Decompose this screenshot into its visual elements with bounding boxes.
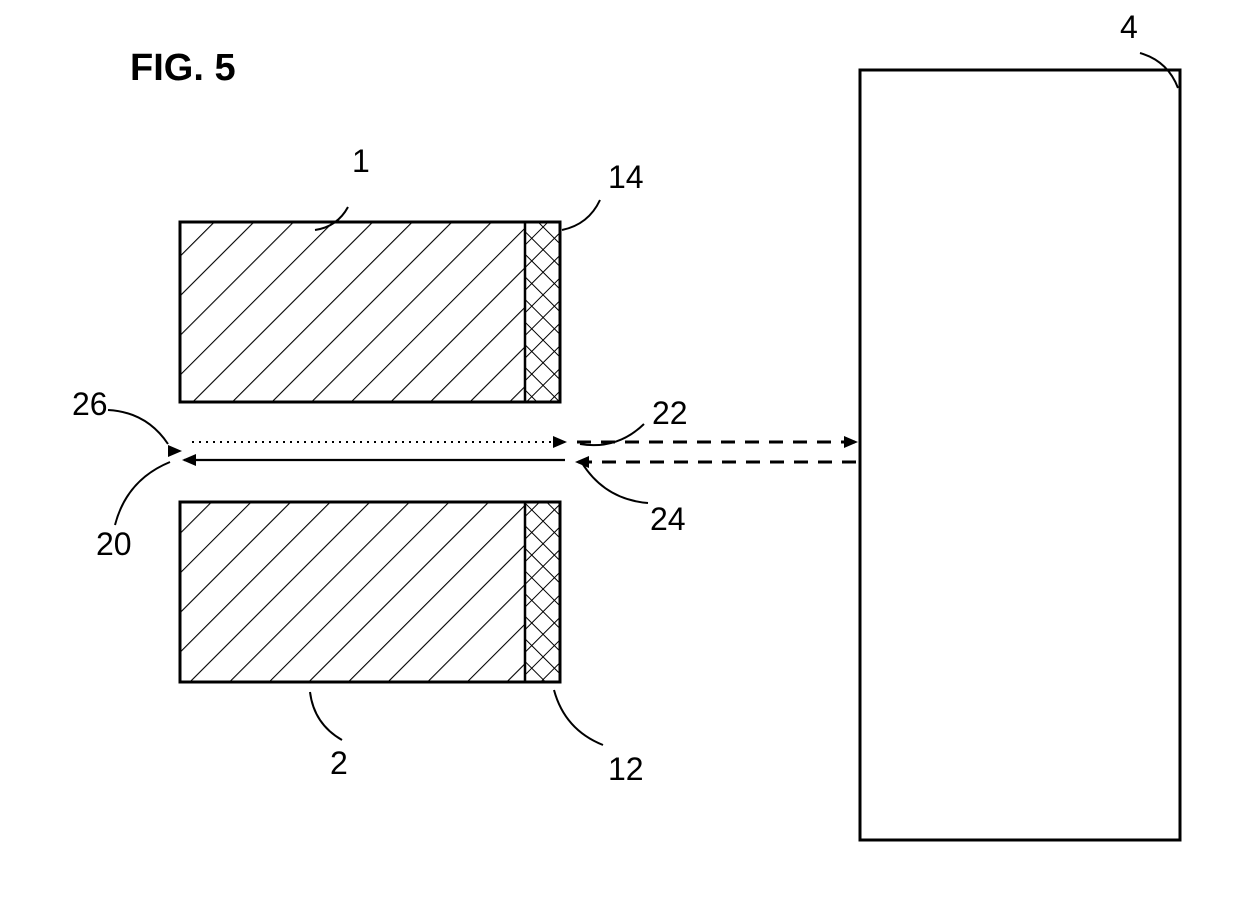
gap-lines [172,442,856,462]
leader-l24 [582,463,648,503]
lower-block [180,502,560,682]
upper-hatch-region [180,222,525,402]
lower-hatch-region [180,502,525,682]
label-l14: 14 [608,159,644,195]
label-l26: 26 [72,386,108,422]
label-l4: 4 [1120,9,1138,45]
label-l12: 12 [608,751,644,787]
leader-l12 [554,690,603,745]
leader-l26 [108,410,168,444]
leader-l2 [310,692,342,740]
figure-title: FIG. 5 [130,47,236,89]
label-l20: 20 [96,526,132,562]
leader-l20 [115,462,170,525]
upper-cross-region [525,222,560,402]
upper-block [180,222,560,402]
label-l22: 22 [652,395,688,431]
label-l24: 24 [650,501,686,537]
leader-l14 [562,200,600,230]
label-l1: 1 [352,143,370,179]
right-box [860,70,1180,840]
label-l2: 2 [330,745,348,781]
lower-cross-region [525,502,560,682]
